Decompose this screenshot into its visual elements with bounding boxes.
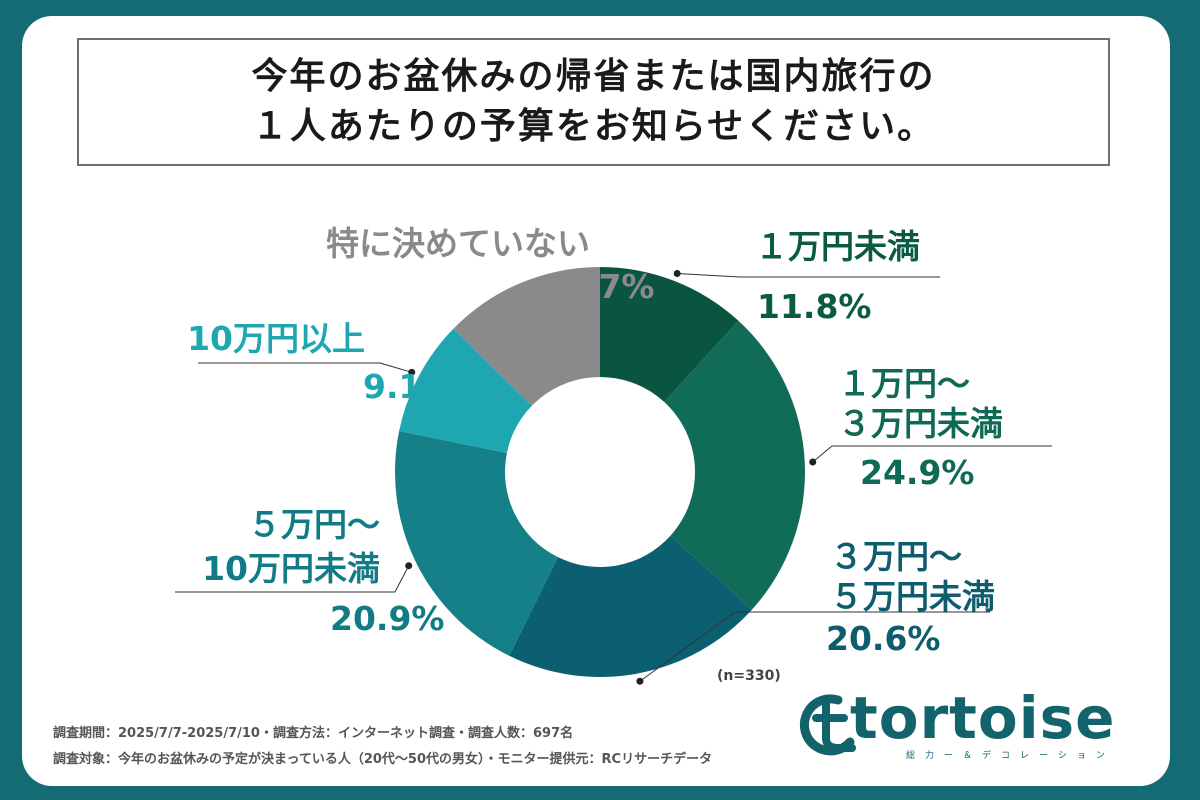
slice-value-6: 12.7% (540, 267, 655, 306)
slice-label-2-line-2: ３万円未満 (838, 404, 1003, 443)
leader-dot-1 (673, 269, 681, 277)
pie-slice-1 (600, 267, 739, 402)
pie-slice-4 (394, 431, 558, 656)
title-line-2: １人あたりの予算をお知らせください。 (251, 106, 936, 147)
pie-slice-3 (509, 535, 753, 677)
slice-value-3: 20.6% (826, 619, 941, 658)
tortoise-logo: tortoise 総力ー＆デコレーション (790, 684, 1120, 762)
sample-size-note: (n=330) (717, 668, 781, 684)
slice-label-3-line-2: ５万円未満 (830, 577, 995, 616)
slice-label-3-line-1: ３万円～ (830, 537, 962, 576)
logo-subtitle: 総力ー＆デコレーション (906, 751, 1115, 761)
slice-value-2: 24.9% (860, 453, 975, 492)
title-line-1: 今年のお盆休みの帰省または国内旅行の (251, 56, 936, 97)
logo-wordmark: tortoise (850, 684, 1116, 752)
leader-line-3 (639, 611, 990, 682)
slice-label-4-line-2: 10万円未満 (202, 549, 380, 588)
footer-survey-target: 調査対象：今年のお盆休みの予定が決まっている人（20代～50代の男女）・モニター… (53, 752, 713, 767)
leader-dot-5 (408, 368, 416, 376)
leader-line-5 (198, 362, 412, 373)
slice-value-4: 20.9% (330, 599, 445, 638)
pie-slice-6 (453, 267, 600, 406)
slice-value-1: 11.8% (757, 287, 872, 326)
pie-slice-2 (664, 320, 805, 610)
leader-line-4 (175, 565, 410, 593)
leader-line-2 (812, 445, 1052, 463)
logo-mark-icon (799, 694, 856, 756)
leader-dot-4 (405, 562, 413, 570)
footer-survey-period: 調査期間：2025/7/7-2025/7/10・調査方法：インターネット調査・調… (53, 726, 574, 741)
slice-label-4-line-1: ５万円～ (248, 505, 380, 544)
slice-value-5: 9.1% (363, 367, 455, 406)
leader-dot-3 (636, 677, 644, 685)
slice-label-1-line-1: １万円未満 (755, 227, 920, 266)
slice-label-5-line-1: 10万円以上 (187, 319, 365, 358)
title-box: 今年のお盆休みの帰省または国内旅行の １人あたりの予算をお知らせください。 (77, 38, 1110, 166)
slice-label-6-line-1: 特に決めていない (326, 224, 590, 263)
slice-label-2-line-1: １万円～ (838, 364, 970, 403)
leader-line-1 (677, 272, 940, 278)
pie-slice-5 (399, 328, 532, 454)
leader-dot-2 (809, 458, 817, 466)
